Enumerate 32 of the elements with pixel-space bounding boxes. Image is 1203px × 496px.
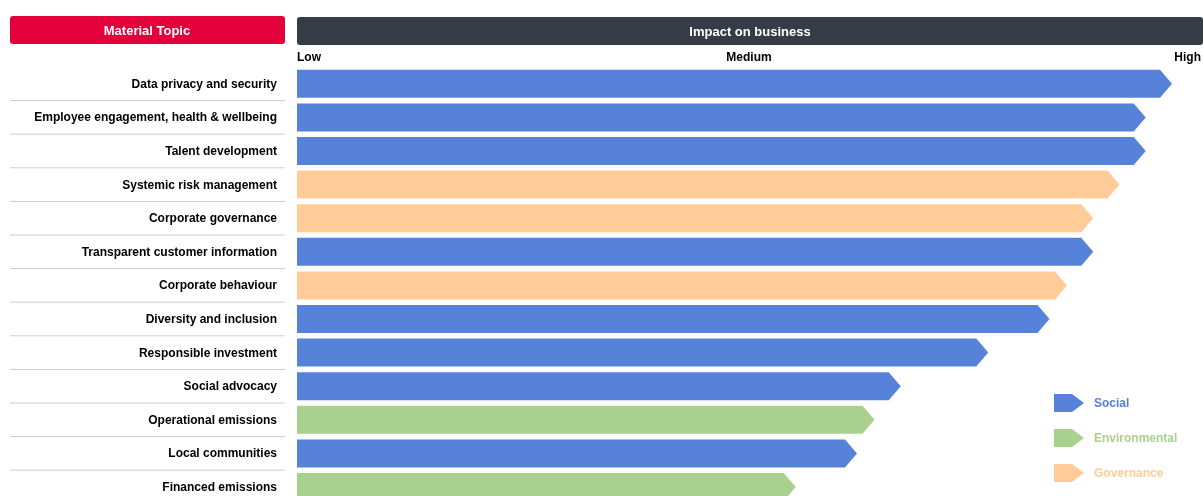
y-tick-label: Corporate governance (148, 211, 278, 226)
y-tick-label: Transparent customer information (81, 244, 277, 259)
y-tick-label: Diversity and inclusion (145, 312, 277, 326)
bar (297, 372, 901, 401)
bar (297, 237, 1094, 266)
bar (297, 137, 1146, 165)
bar (297, 271, 1067, 300)
legend-label: Environmental (1094, 431, 1178, 445)
bar (297, 170, 1120, 199)
y-tick-label: Operational emissions (148, 412, 278, 427)
y-axis-title: Material Topic (103, 23, 191, 38)
y-tick-label: Data privacy and security (131, 76, 278, 91)
y-tick-label: Social advocacy (183, 379, 278, 394)
bar (297, 338, 989, 367)
text: High (1174, 50, 1201, 64)
legend-label: Governance (1094, 466, 1164, 480)
y-tick-label: Corporate behaviour (158, 278, 278, 293)
bar (297, 305, 1050, 333)
bar (297, 204, 1094, 233)
y-tick-label: Responsible investment (138, 345, 277, 360)
y-tick-label: Local communities (168, 446, 278, 461)
bar (297, 439, 857, 468)
bar (297, 69, 1172, 98)
y-tick-label: Talent development (165, 144, 277, 158)
legend-label: Social (1094, 396, 1130, 410)
x-axis-title: Impact on business (689, 24, 811, 39)
text: Medium (726, 50, 772, 64)
text: Low (297, 50, 322, 64)
y-tick-label: Systemic risk management (122, 177, 277, 192)
y-tick-label: Financed emissions (162, 480, 278, 494)
y-tick-label: Employee engagement, health & wellbeing (34, 110, 277, 125)
bar (297, 103, 1146, 132)
